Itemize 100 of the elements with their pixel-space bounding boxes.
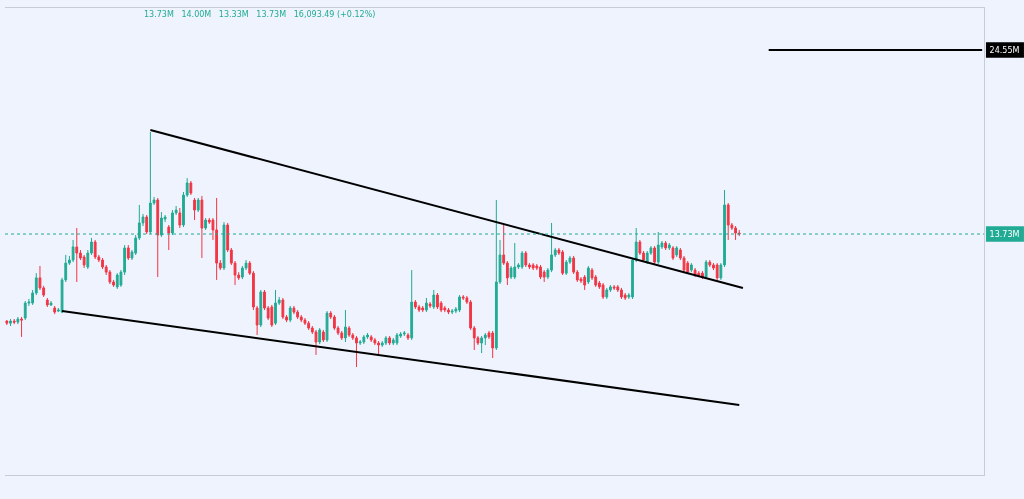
y-tick-label: 13.73M: [989, 229, 1020, 239]
candlestick: [406, 332, 410, 341]
candlestick: [667, 242, 671, 251]
candlestick: [645, 250, 649, 265]
candlestick: [16, 316, 20, 325]
candlestick: [417, 304, 421, 313]
candlestick: [318, 327, 322, 345]
candlestick: [708, 259, 712, 268]
candlestick: [167, 224, 171, 251]
candlestick: [623, 292, 627, 301]
candlestick: [542, 269, 546, 283]
y-tick-label: 24.55M: [989, 45, 1020, 55]
candlestick: [734, 225, 737, 241]
candlestick: [71, 239, 75, 263]
candlestick: [259, 289, 263, 328]
candlestick: [292, 305, 296, 315]
candlestick: [178, 207, 182, 229]
candlestick: [347, 325, 351, 338]
candlestick: [450, 308, 454, 315]
candlestick: [145, 214, 149, 235]
candlestick: [75, 227, 79, 283]
candlestick: [653, 245, 656, 265]
candlestick: [612, 284, 616, 291]
candlestick: [697, 270, 701, 278]
candlestick: [358, 339, 362, 346]
candlestick: [620, 287, 623, 300]
candlestick: [384, 335, 388, 346]
candlestick: [402, 330, 406, 337]
candlestick: [303, 317, 307, 326]
candlestick: [539, 264, 542, 280]
candlestick: [20, 316, 23, 338]
candlestick: [410, 269, 414, 341]
candlestick: [325, 310, 329, 343]
candlestick: [395, 332, 399, 346]
candlestick: [126, 244, 130, 261]
candlestick: [447, 307, 450, 315]
candlestick: [369, 334, 373, 343]
candlestick: [561, 249, 564, 276]
candlestick: [274, 289, 277, 326]
candlestick: [23, 300, 27, 321]
candlestick: [391, 337, 395, 346]
candlestick: [480, 335, 484, 354]
candlestick: [428, 301, 432, 309]
candlestick: [296, 309, 299, 320]
candlestick: [281, 297, 285, 320]
candlestick: [53, 305, 57, 315]
candlestick: [564, 259, 568, 276]
candlestick: [531, 262, 535, 271]
candlestick: [461, 294, 465, 301]
candlestick: [377, 340, 380, 356]
candlestick: [193, 197, 196, 221]
candlestick: [421, 305, 425, 313]
candlestick: [715, 262, 719, 281]
candlestick: [675, 245, 679, 258]
candlestick: [49, 300, 53, 307]
candlestick: [513, 242, 517, 280]
candlestick: [5, 320, 9, 326]
candlestick: [520, 250, 524, 270]
candlestick: [425, 297, 428, 313]
candlestick: [586, 265, 590, 285]
candlestick: [299, 314, 303, 323]
candlestick: [491, 330, 495, 359]
candlestick: [362, 334, 366, 345]
candlestick: [270, 304, 274, 328]
candlestick: [156, 197, 160, 278]
candlestick: [108, 269, 112, 285]
candlestick: [726, 202, 730, 241]
candlestick: [664, 240, 668, 251]
candlestick: [583, 274, 587, 291]
candlestick: [458, 294, 461, 313]
candlestick: [686, 260, 690, 275]
candlestick: [200, 195, 204, 259]
candlestick: [307, 320, 311, 331]
candlestick: [9, 318, 12, 327]
candlestick: [436, 292, 439, 310]
candlestick: [388, 335, 392, 346]
candlestick: [288, 305, 292, 323]
candlestick: [366, 332, 369, 340]
candlestick: [380, 340, 384, 348]
candlestick: [321, 329, 325, 343]
candlestick: [82, 254, 86, 269]
candlestick: [45, 297, 49, 308]
candlestick: [215, 197, 219, 281]
candlestick: [189, 180, 193, 196]
candlestick: [605, 287, 609, 300]
candlestick: [355, 335, 358, 368]
candlestick: [704, 259, 708, 280]
candlestick: [690, 262, 693, 273]
candlestick: [432, 289, 436, 310]
candlestick: [12, 318, 16, 325]
annotation: 13.73M 14.00M 13.33M 13.73M 16,093.49 (+0.12%): [144, 10, 376, 19]
candlestick: [196, 197, 200, 213]
candlestick: [340, 330, 344, 341]
candlestick: [671, 245, 675, 261]
candlestick: [93, 239, 97, 260]
candlestick: [314, 329, 318, 356]
candlestick: [413, 299, 417, 310]
candlestick: [333, 314, 336, 331]
candlestick: [344, 309, 347, 343]
candlestick: [443, 305, 447, 313]
